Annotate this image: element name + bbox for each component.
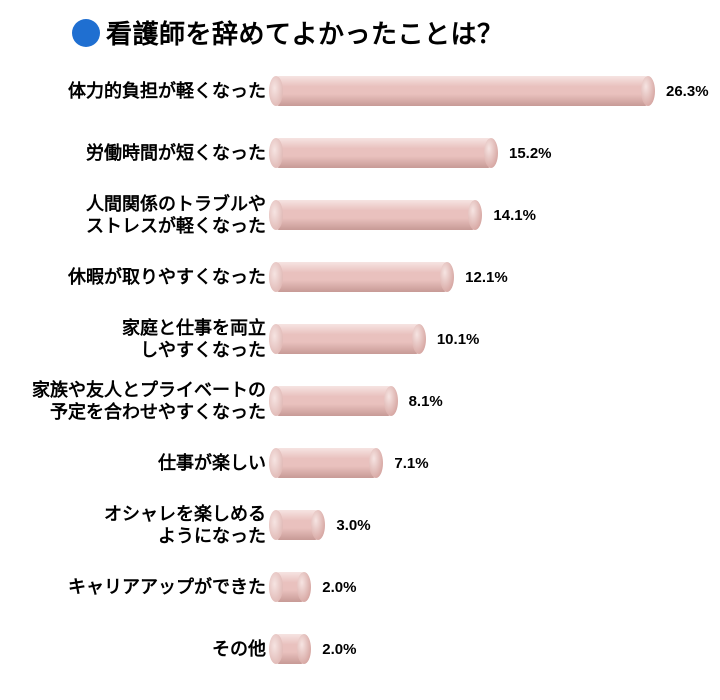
bar-wrap: 2.0% — [276, 634, 356, 664]
bar-wrap: 14.1% — [276, 200, 536, 230]
chart-row: 人間関係のトラブルや ストレスが軽くなった 14.1% — [0, 184, 720, 246]
bar-label: 仕事が楽しい — [158, 452, 266, 475]
bar-wrap: 10.1% — [276, 324, 479, 354]
bar — [276, 572, 304, 602]
bar — [276, 386, 391, 416]
bar-wrap: 12.1% — [276, 262, 508, 292]
chart-title: 看護師を辞めてよかったことは？ — [106, 14, 504, 51]
chart-row: 労働時間が短くなった 15.2% — [0, 122, 720, 184]
chart-row: キャリアアップができた 2.0% — [0, 556, 720, 618]
bar-chart: 体力的負担が軽くなった 26.3% 労働時間が短くなった 15.2% 人間関係のトラブル… — [0, 60, 720, 680]
chart-row: 休暇が取りやすくなった 12.1% — [0, 246, 720, 308]
bar-label: 労働時間が短くなった — [86, 142, 266, 165]
bar-wrap: 7.1% — [276, 448, 429, 478]
bar-value: 3.0% — [336, 517, 370, 534]
bar-value: 26.3% — [666, 83, 709, 100]
bar-value: 14.1% — [493, 207, 536, 224]
bar-value: 10.1% — [437, 331, 480, 348]
bar-label: キャリアアップができた — [68, 576, 266, 599]
chart-row: 仕事が楽しい 7.1% — [0, 432, 720, 494]
bar-label: 休暇が取りやすくなった — [68, 266, 266, 289]
bar-label: 人間関係のトラブルや ストレスが軽くなった — [86, 193, 266, 238]
bar-value: 15.2% — [509, 145, 552, 162]
chart-title-row: 看護師を辞めてよかったことは？ — [0, 0, 720, 51]
bar-value: 7.1% — [394, 455, 428, 472]
chart-row: 家族や友人とプライベートの 予定を合わせやすくなった 8.1% — [0, 370, 720, 432]
bar — [276, 634, 304, 664]
bar-wrap: 3.0% — [276, 510, 371, 540]
bar-wrap: 2.0% — [276, 572, 356, 602]
bar-wrap: 15.2% — [276, 138, 552, 168]
chart-row: 体力的負担が軽くなった 26.3% — [0, 60, 720, 122]
bar-value: 2.0% — [322, 579, 356, 596]
bar-label: その他 — [212, 638, 266, 661]
bar-value: 8.1% — [409, 393, 443, 410]
bar-label: オシャレを楽しめる ようになった — [104, 503, 266, 548]
bar-value: 2.0% — [322, 641, 356, 658]
bar — [276, 76, 648, 106]
bar — [276, 448, 376, 478]
bar — [276, 200, 475, 230]
title-bullet-icon — [72, 19, 100, 47]
chart-row: 家庭と仕事を両立 しやすくなった 10.1% — [0, 308, 720, 370]
bar-label: 体力的負担が軽くなった — [68, 80, 266, 103]
bar-value: 12.1% — [465, 269, 508, 286]
chart-row: オシャレを楽しめる ようになった 3.0% — [0, 494, 720, 556]
chart-row: その他 2.0% — [0, 618, 720, 680]
bar-wrap: 8.1% — [276, 386, 443, 416]
bar — [276, 262, 447, 292]
bar — [276, 138, 491, 168]
bar-wrap: 26.3% — [276, 76, 709, 106]
bar — [276, 324, 419, 354]
bar — [276, 510, 318, 540]
bar-label: 家庭と仕事を両立 しやすくなった — [122, 317, 266, 362]
bar-label: 家族や友人とプライベートの 予定を合わせやすくなった — [32, 379, 266, 424]
